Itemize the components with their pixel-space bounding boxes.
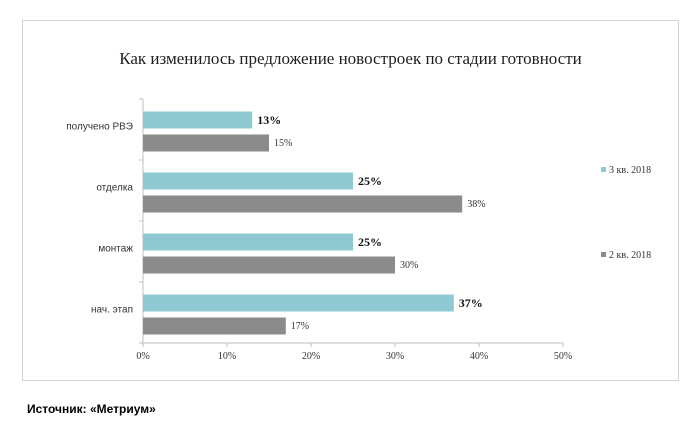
source-note: Источник: «Метриум» [27, 402, 156, 416]
bar-value-label: 13% [257, 113, 281, 127]
bar-value-label: 17% [291, 321, 309, 332]
category-label: получено РВЭ [66, 122, 133, 133]
legend-label: 3 кв. 2018 [609, 165, 651, 176]
bar [143, 233, 353, 251]
legend-label: 2 кв. 2018 [609, 250, 651, 261]
bar-value-label: 25% [358, 174, 382, 188]
bar [143, 111, 253, 129]
legend-swatch [601, 252, 606, 257]
chart-title: Как изменилось предложение новостроек по… [119, 49, 582, 68]
x-tick-label: 0% [136, 351, 149, 362]
x-tick-label: 50% [554, 351, 572, 362]
bar [143, 134, 269, 152]
bar-value-label: 30% [400, 260, 418, 271]
category-label: нач. этап [91, 305, 133, 316]
bar [143, 317, 286, 335]
category-label: отделка [96, 183, 133, 194]
bar-value-label: 15% [274, 138, 292, 149]
chart-frame: Как изменилось предложение новостроек по… [22, 20, 679, 381]
x-tick-label: 30% [386, 351, 404, 362]
bar [143, 195, 463, 213]
category-label: монтаж [98, 244, 133, 255]
x-tick-label: 40% [470, 351, 488, 362]
bar [143, 256, 395, 274]
bar-value-label: 25% [358, 235, 382, 249]
x-tick-label: 20% [302, 351, 320, 362]
bar-value-label: 38% [467, 199, 485, 210]
bar-value-label: 37% [459, 296, 483, 310]
x-tick-label: 10% [218, 351, 236, 362]
bar-chart: 0% 10% 20% 30% 40% 50% получено РВЭ 13% 15% отдел… [66, 98, 651, 362]
bar [143, 172, 353, 190]
legend-swatch [601, 167, 606, 172]
bar [143, 294, 454, 312]
